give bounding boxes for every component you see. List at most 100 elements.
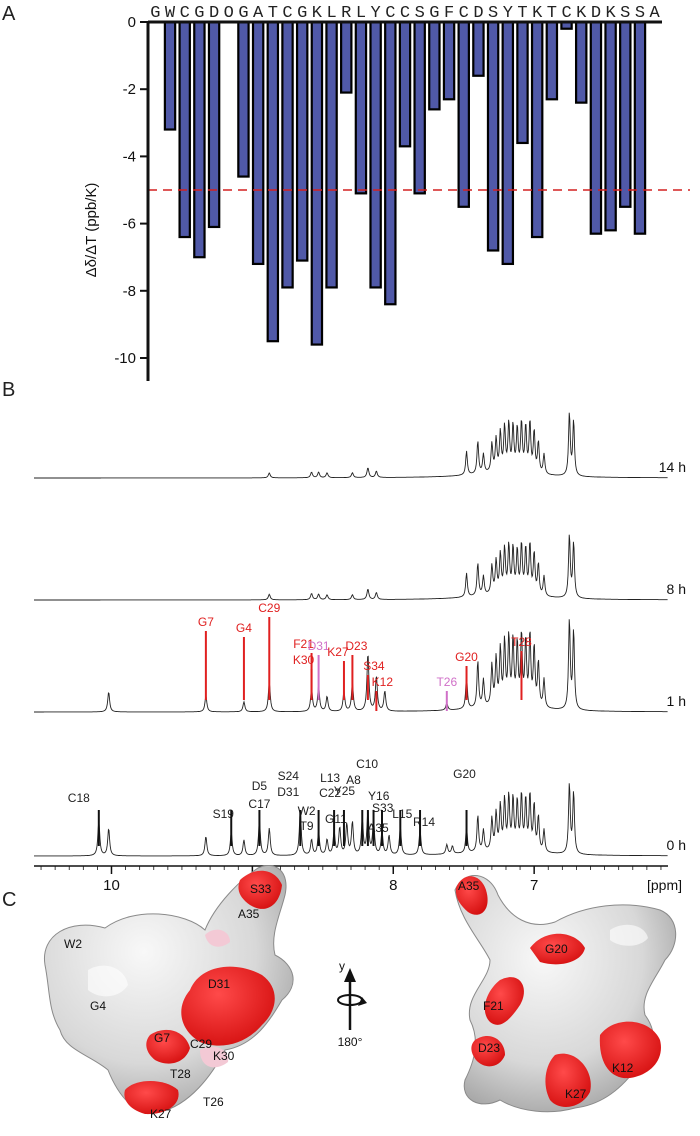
structure-residue-label: D23	[478, 1041, 500, 1055]
peak-label-0h: C22	[319, 786, 341, 800]
sequence-residue: C	[385, 4, 395, 23]
sequence-residue: Y	[371, 4, 381, 23]
peak-label-1h: S34	[363, 659, 385, 673]
sequence-residue: K	[605, 4, 616, 23]
rotation-angle-label: 180°	[338, 1035, 363, 1049]
peak-label-1h: T28	[511, 635, 532, 649]
y-tick-label: 0	[128, 14, 136, 31]
ppm-tick-label: 8	[389, 877, 397, 894]
peak-label-1h: F21	[293, 637, 314, 651]
peak-label-0h: G20	[453, 767, 476, 781]
bar	[633, 20, 647, 235]
sequence-residue: T	[268, 4, 278, 23]
sequence-residue: G	[238, 4, 248, 23]
bar	[384, 20, 397, 306]
panel-c-letter: C	[2, 889, 16, 911]
peak-label-1h: G4	[236, 621, 252, 635]
ppm-axis-label: [ppm]	[647, 877, 682, 893]
y-axis-ticks: 0 -2 -4 -6 -8 -10	[114, 14, 148, 367]
structure-residue-label: K27	[150, 1107, 172, 1121]
ppm-tick-label: 7	[530, 877, 538, 894]
peak-label-0h: W2	[298, 804, 316, 818]
bar	[516, 20, 529, 145]
bar	[501, 20, 515, 266]
sequence-residue: A	[650, 4, 661, 23]
sequence-residue: G	[150, 4, 160, 23]
sequence-residue: A	[253, 4, 264, 23]
panel-a-letter: A	[2, 3, 16, 25]
structure-residue-label: K12	[612, 1061, 634, 1075]
bar	[193, 20, 206, 259]
peak-label-0h: L15	[392, 807, 412, 821]
spectrum-trace	[34, 783, 668, 857]
bar	[354, 20, 368, 195]
peak-label-0h: R14	[413, 815, 435, 829]
peak-label-1h: K30	[293, 653, 315, 667]
bar	[207, 20, 221, 229]
bar	[413, 20, 426, 195]
right-structure: A35 G20 F21 D23 K12 K27	[454, 874, 677, 1113]
structure-residue-label: T26	[203, 1095, 224, 1109]
spectrum-trace	[34, 534, 668, 601]
y-tick-label: -4	[123, 148, 136, 165]
bar	[163, 20, 177, 131]
sequence-residue: C	[459, 4, 469, 23]
y-axis-label: Δδ/ΔT (ppb/K)	[83, 183, 100, 278]
spectra-traces: 14 h 8 h 1 h 0 h	[34, 412, 686, 857]
bar	[295, 20, 309, 262]
peak-label-0h: C17	[248, 797, 270, 811]
bar	[442, 20, 456, 101]
peak-label-0h: T9	[300, 819, 314, 833]
rotation-axis-label: y	[339, 959, 345, 973]
peak-label-1h: K12	[372, 675, 394, 689]
structure-residue-label: T28	[170, 1067, 191, 1081]
bar	[340, 20, 353, 94]
y-tick-label: -2	[123, 81, 136, 98]
peak-label-0h: Y25	[334, 784, 356, 798]
sequence-residue: T	[547, 4, 557, 23]
sequence-residue: K	[576, 4, 587, 23]
sequence-residue: C	[400, 4, 410, 23]
bar	[325, 20, 338, 289]
structure-residue-label: G7	[154, 1031, 170, 1045]
rotation-indicator: y 180°	[337, 959, 367, 1049]
bar	[457, 20, 470, 208]
structure-residue-label: S33	[250, 882, 272, 896]
peak-label-0h: C10	[356, 757, 378, 771]
trace-time-label: 1 h	[667, 693, 686, 709]
sequence-residue: D	[591, 4, 601, 23]
y-tick-label: -6	[123, 216, 136, 233]
sequence-residue: C	[561, 4, 571, 23]
bar	[310, 20, 324, 346]
peak-label-1h: G7	[198, 615, 214, 629]
bar	[237, 20, 250, 178]
trace-time-label: 14 h	[659, 459, 686, 475]
sequence-residue: G	[194, 4, 204, 23]
bar	[574, 20, 588, 104]
structure-residue-label: K27	[565, 1087, 587, 1101]
structure-residue-label: C29	[190, 1037, 212, 1051]
peak-label-0h: D5	[252, 779, 268, 793]
bar	[178, 20, 191, 239]
sequence-residue: K	[312, 4, 323, 23]
sequence-residue: G	[429, 4, 439, 23]
bar	[472, 20, 485, 77]
sequence-residue: C	[180, 4, 190, 23]
sequence-residue: Y	[503, 4, 513, 23]
structure-residue-label: W2	[64, 937, 82, 951]
peak-label-0h: Y16	[368, 789, 390, 803]
sequence-residue: F	[444, 4, 454, 23]
peak-label-1h: G20	[455, 650, 478, 664]
structure-residue-label: K30	[213, 1049, 235, 1063]
ppm-axis-ticks: 10987	[40, 866, 662, 894]
sequence-residue: L	[356, 4, 366, 23]
structure-residue-label: F21	[483, 999, 504, 1013]
peak-label-0h: C18	[68, 791, 90, 805]
peak-label-0h: S24	[278, 769, 300, 783]
sequence-residue: D	[209, 4, 219, 23]
bar	[545, 20, 559, 101]
